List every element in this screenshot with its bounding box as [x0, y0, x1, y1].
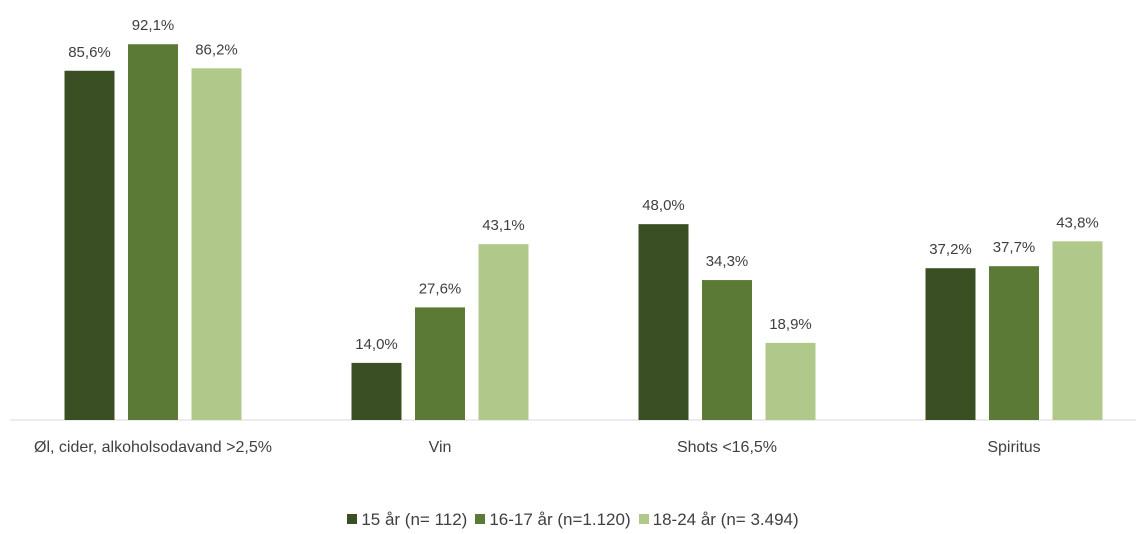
- data-label: 27,6%: [419, 280, 462, 297]
- legend-label: 16-17 år (n=1.120): [489, 510, 631, 529]
- bar: [989, 266, 1039, 420]
- legend-label: 18-24 år (n= 3.494): [652, 510, 799, 529]
- x-tick-label: Øl, cider, alkoholsodavand >2,5%: [34, 439, 272, 456]
- legend-item: 18-24 år (n= 3.494): [638, 510, 799, 530]
- x-tick-label: Shots <16,5%: [676, 439, 778, 456]
- bar: [925, 268, 976, 420]
- data-label: 14,0%: [355, 336, 398, 353]
- legend-swatch: [638, 514, 649, 524]
- bar: [765, 342, 816, 420]
- bar: [638, 224, 689, 420]
- data-label: 37,7%: [993, 239, 1036, 256]
- x-tick-label: Spiritus: [987, 439, 1041, 456]
- bar: [128, 44, 178, 421]
- x-tick-label: Vin: [428, 439, 452, 456]
- data-label: 48,0%: [642, 197, 685, 214]
- bar: [64, 70, 115, 420]
- data-label: 92,1%: [132, 17, 175, 34]
- legend-item: 15 år (n= 112): [347, 510, 467, 530]
- legend-label: 15 år (n= 112): [361, 510, 468, 529]
- data-label: 86,2%: [195, 41, 238, 58]
- bar: [415, 307, 465, 420]
- legend-swatch: [475, 514, 486, 524]
- data-label: 43,8%: [1056, 214, 1099, 231]
- data-label: 85,6%: [68, 44, 111, 61]
- legend-swatch: [347, 514, 358, 524]
- data-label: 37,2%: [929, 241, 972, 258]
- bar: [702, 280, 752, 420]
- data-label: 18,9%: [769, 316, 812, 333]
- bar: [478, 244, 529, 420]
- data-label: 34,3%: [706, 253, 749, 270]
- bar: [1052, 241, 1103, 420]
- bar: [191, 68, 242, 420]
- legend-item: 16-17 år (n=1.120): [475, 510, 631, 530]
- legend: 15 år (n= 112) 16-17 år (n=1.120) 18-24 år…: [0, 510, 1146, 530]
- bar: [351, 362, 402, 420]
- data-label: 43,1%: [482, 217, 525, 234]
